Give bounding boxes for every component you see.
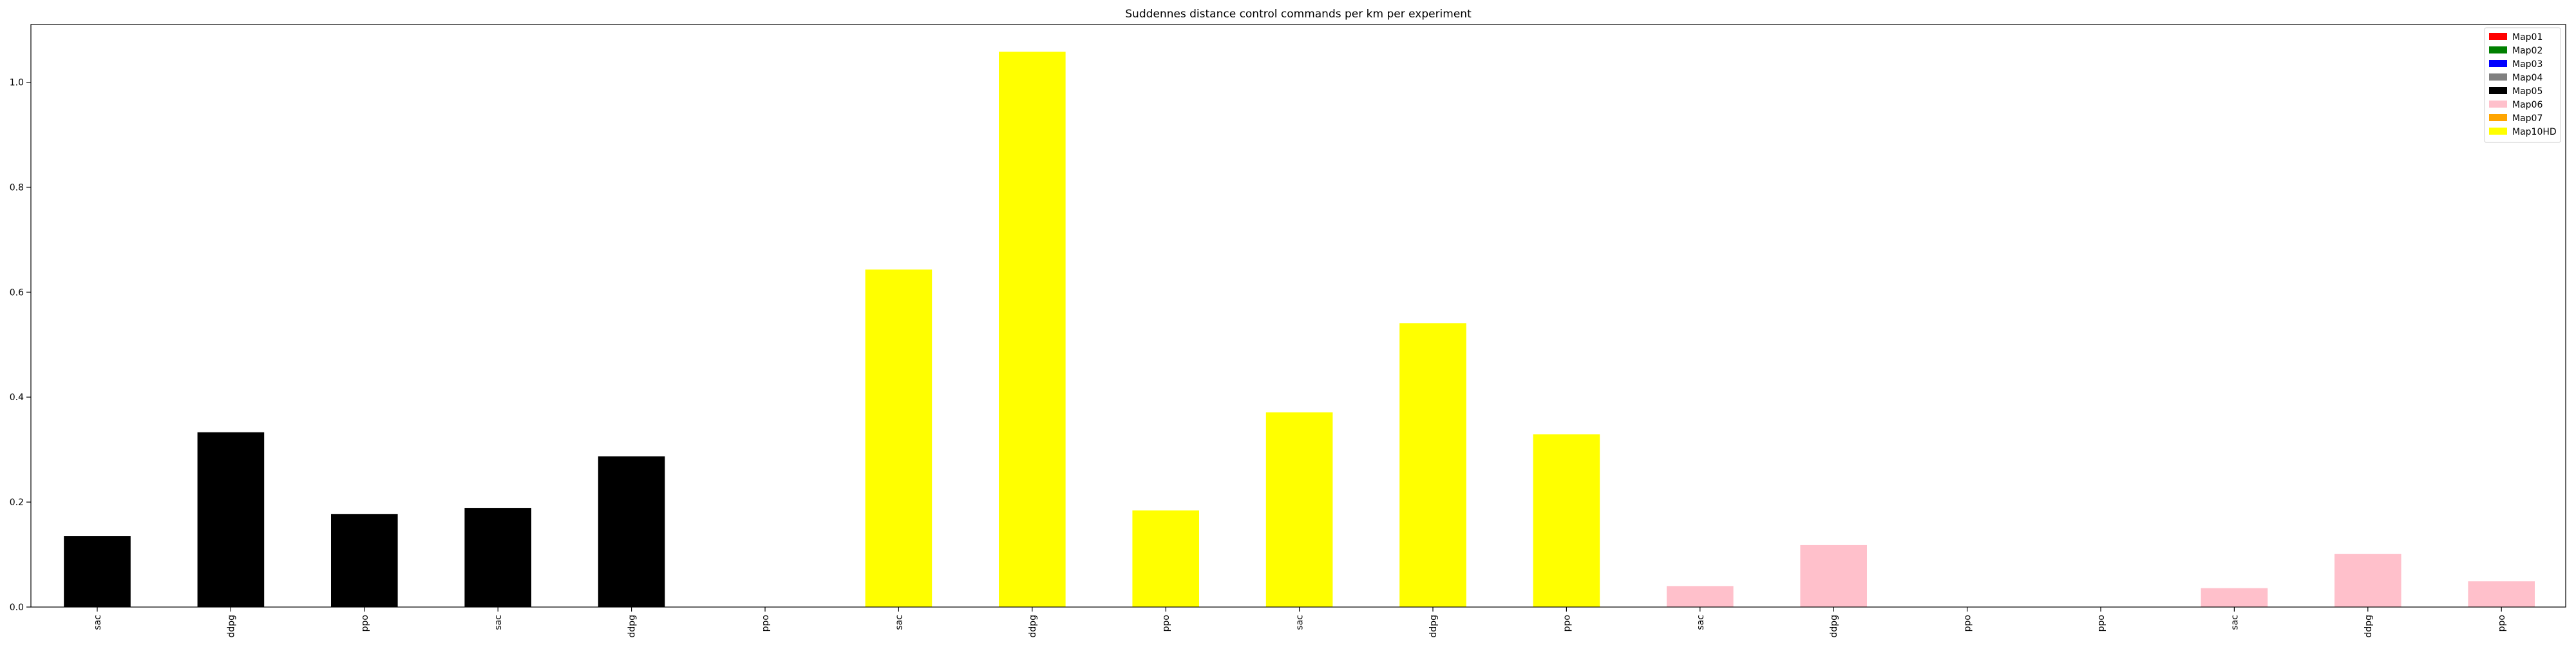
legend-label: Map03 xyxy=(2512,59,2543,70)
legend-swatch xyxy=(2489,33,2507,40)
y-axis: 0.0 0.2 0.4 0.6 0.8 1.0 xyxy=(10,78,31,613)
x-tick-label: ppo xyxy=(2497,615,2507,632)
legend: Map01 Map02 Map03 Map04 Map05 Map06 Map07 Map10… xyxy=(2484,27,2561,143)
legend-swatch xyxy=(2489,87,2507,94)
bars-layer xyxy=(64,52,2535,608)
bar-9 xyxy=(1265,412,1333,607)
legend-label: Map04 xyxy=(2512,73,2543,83)
legend-swatch xyxy=(2489,46,2507,53)
bar-2 xyxy=(331,514,398,607)
chart-title: Suddennes distance control commands per … xyxy=(1125,8,1472,21)
bar-7 xyxy=(999,52,1066,608)
x-tick-label: sac xyxy=(93,615,103,630)
bar-18 xyxy=(2468,581,2535,607)
legend-label: Map02 xyxy=(2512,46,2543,56)
plot-frame xyxy=(30,24,2566,608)
x-tick-label: ddpg xyxy=(226,615,236,638)
legend-label: Map05 xyxy=(2512,86,2543,97)
bar-10 xyxy=(1399,323,1466,607)
bar-13 xyxy=(1800,545,1867,607)
y-tick-label: 0.6 xyxy=(10,287,24,298)
legend-swatch xyxy=(2489,73,2507,81)
legend-label: Map07 xyxy=(2512,113,2543,124)
bar-17 xyxy=(2334,554,2401,607)
x-tick-label: ddpg xyxy=(1428,615,1439,638)
bar-3 xyxy=(464,508,531,607)
legend-swatch xyxy=(2489,128,2507,135)
x-tick-label: ppo xyxy=(1161,615,1171,632)
x-tick-label: sac xyxy=(894,615,904,630)
x-axis: sac ddpg ppo sac ddpg ppo sac ddpg ppo sac ddpg ppo… xyxy=(93,607,2507,638)
bar-1 xyxy=(197,432,265,607)
x-tick-label: sac xyxy=(1295,615,1305,630)
legend-label: Map01 xyxy=(2512,32,2543,43)
legend-label: Map06 xyxy=(2512,100,2543,110)
x-tick-label: ppo xyxy=(2096,615,2107,632)
bar-0 xyxy=(64,536,131,607)
x-tick-label: sac xyxy=(493,615,504,630)
bar-4 xyxy=(598,456,665,607)
y-tick-label: 1.0 xyxy=(10,78,24,88)
bar-6 xyxy=(865,269,933,608)
x-tick-label: sac xyxy=(1696,615,1706,630)
x-tick-label: ppo xyxy=(761,615,771,632)
bar-12 xyxy=(1667,586,1734,607)
x-tick-label: ddpg xyxy=(627,615,638,638)
legend-swatch xyxy=(2489,101,2507,108)
legend-label: Map10HD xyxy=(2512,127,2557,137)
legend-swatch xyxy=(2489,114,2507,121)
y-tick-label: 0.8 xyxy=(10,182,24,193)
x-tick-label: ppo xyxy=(1562,615,1572,632)
y-tick-label: 0.4 xyxy=(10,392,24,403)
x-tick-label: ddpg xyxy=(2363,615,2374,638)
bar-8 xyxy=(1132,510,1199,607)
x-tick-label: sac xyxy=(2230,615,2240,630)
x-tick-label: ppo xyxy=(360,615,370,632)
x-tick-label: ddpg xyxy=(1829,615,1839,638)
x-tick-label: ppo xyxy=(1963,615,1973,632)
bar-16 xyxy=(2201,588,2268,607)
legend-frame xyxy=(2484,27,2561,143)
bar-11 xyxy=(1533,434,1600,607)
y-tick-label: 0.0 xyxy=(10,603,24,613)
x-tick-label: ddpg xyxy=(1028,615,1038,638)
legend-swatch xyxy=(2489,60,2507,67)
y-tick-label: 0.2 xyxy=(10,497,24,508)
